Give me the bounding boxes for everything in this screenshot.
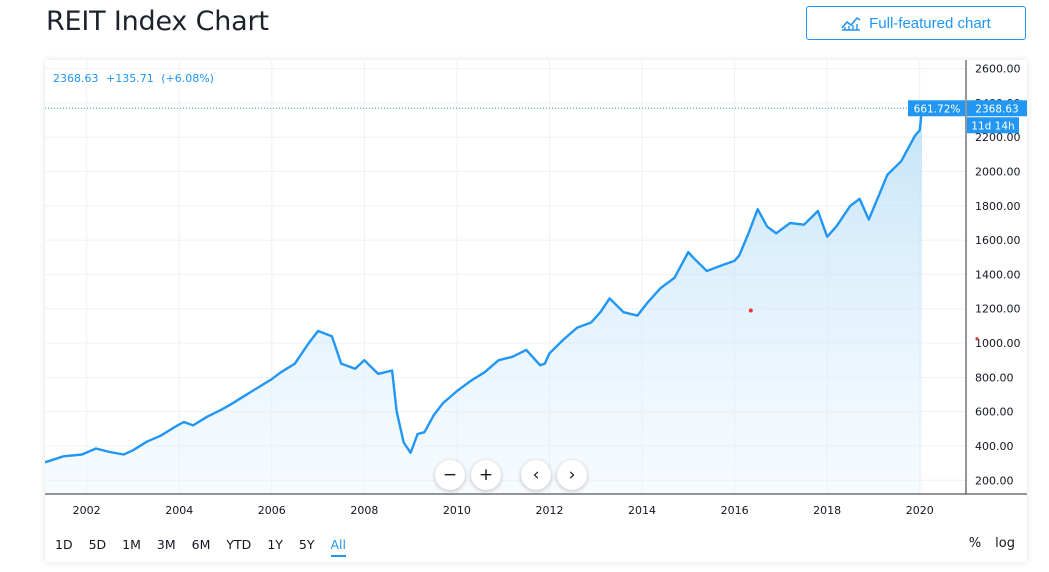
range-button-5d[interactable]: 5D [88, 536, 107, 552]
y-tick-label: 400.00 [975, 440, 1014, 453]
x-tick-label: 2002 [73, 504, 101, 517]
x-tick-label: 2014 [628, 504, 656, 517]
range-button-6m[interactable]: 6M [191, 536, 211, 552]
series-line [45, 108, 924, 464]
y-tick-label: 800.00 [975, 371, 1014, 384]
scroll-back-button[interactable]: ‹ [521, 460, 551, 490]
log-scale-toggle[interactable]: log [995, 536, 1015, 551]
scale-toggles: % log [969, 536, 1015, 551]
scroll-forward-button[interactable]: › [557, 460, 587, 490]
countdown-label: 11d 14h [971, 120, 1014, 132]
x-tick-label: 2010 [443, 504, 471, 517]
range-button-1m[interactable]: 1M [122, 536, 141, 552]
full-featured-chart-button[interactable]: Full-featured chart [806, 6, 1026, 40]
y-tick-label: 200.00 [975, 474, 1014, 487]
legend-change: +135.71 [106, 72, 154, 85]
x-tick-label: 2012 [535, 504, 563, 517]
chart-canvas[interactable]: 200.00 400.00 600.00 800.00 1000.00 1200.00 14… [45, 60, 1027, 528]
range-button-3m[interactable]: 3M [156, 536, 176, 552]
range-button-1y[interactable]: 1Y [267, 536, 283, 552]
y-tick-label: 1000.00 [975, 337, 1021, 350]
y-tick-label: 1600.00 [975, 234, 1021, 247]
area-fill [45, 108, 922, 495]
percent-scale-toggle[interactable]: % [968, 536, 982, 551]
x-tick-label: 2004 [165, 504, 193, 517]
x-tick-label: 2008 [350, 504, 378, 517]
x-tick-label: 2016 [721, 504, 749, 517]
y-tick-label: 1400.00 [975, 268, 1021, 281]
chart-navigation: − + ‹ › [435, 460, 587, 490]
x-tick-label: 2006 [258, 504, 286, 517]
chart-line-icon [841, 16, 861, 31]
range-button-5y[interactable]: 5Y [298, 536, 315, 552]
last-price-label: 2368.63 [975, 103, 1018, 115]
legend-change-pct: (+6.08%) [161, 72, 214, 85]
y-tick-label: 1800.00 [975, 200, 1021, 213]
chart-container[interactable]: 200.00 400.00 600.00 800.00 1000.00 1200.00 14… [45, 60, 1027, 562]
range-button-all[interactable]: All [330, 536, 346, 557]
x-tick-label: 2018 [813, 504, 841, 517]
zoom-out-button[interactable]: − [435, 460, 465, 490]
full-featured-chart-label: Full-featured chart [869, 14, 991, 32]
percent-label-bg [908, 100, 965, 117]
price-labels: 661.72% 2368.63 11d 14h [45, 100, 1027, 341]
series-area [45, 108, 922, 495]
range-button-ytd[interactable]: YTD [226, 536, 252, 552]
page-title: REIT Index Chart [46, 6, 269, 37]
legend: 2368.63 +135.71 (+6.08%) [53, 72, 218, 85]
legend-value: 2368.63 [53, 72, 99, 85]
y-tick-label: 1200.00 [975, 303, 1021, 316]
event-marker [748, 308, 753, 313]
last-price-label-bg [967, 100, 1027, 117]
y-tick-label: 600.00 [975, 406, 1014, 419]
range-toolbar: 1D 5D 1M 3M 6M YTD 1Y 5Y All % log [45, 528, 1027, 562]
range-list: 1D 5D 1M 3M 6M YTD 1Y 5Y All [55, 536, 362, 557]
y-tick-label: 2200.00 [975, 131, 1021, 144]
countdown-label-bg [967, 117, 1019, 134]
percent-label: 661.72% [914, 103, 961, 115]
y-tick-label: 2000.00 [975, 166, 1021, 179]
axis-marker [975, 337, 979, 341]
price-line [45, 108, 924, 464]
range-button-1d[interactable]: 1D [55, 536, 73, 552]
zoom-in-button[interactable]: + [471, 460, 501, 490]
y-tick-label: 2600.00 [975, 63, 1021, 76]
x-tick-label: 2020 [906, 504, 934, 517]
